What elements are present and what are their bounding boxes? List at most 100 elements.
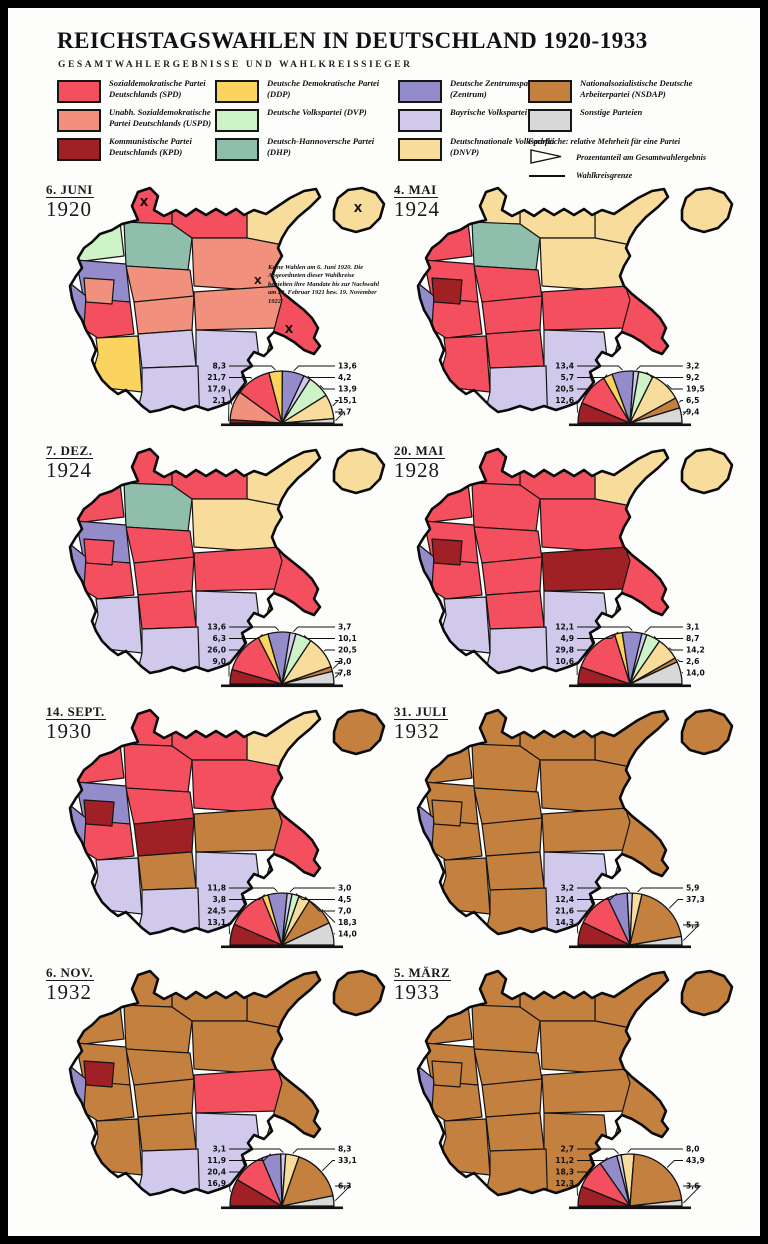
pie-value-other: 6,3	[338, 1182, 351, 1191]
district-sachsen	[193, 807, 287, 853]
legend-note-triangle: Prozentanteil am Gesamtwahlergebnis	[576, 153, 707, 162]
election-panel-1932-6: 31. JULI 1932 3,2 12,4 21,6 14,3 5,9 37,3 5,3	[390, 702, 754, 962]
legend-swatch-zentrum	[398, 80, 442, 103]
pie-value-dvp: 4,5	[338, 895, 351, 904]
district-franken	[485, 329, 545, 369]
pie-value-dvp: 8,7	[686, 634, 699, 643]
district-hannover	[471, 1004, 541, 1054]
district-thueringen	[133, 295, 195, 335]
pie-value-bvp: 3,1	[686, 623, 699, 632]
pie-segment-other	[629, 407, 683, 424]
legend-swatch-dhp	[215, 138, 259, 161]
panel-date-year: 1920	[46, 197, 92, 221]
pie-leader-line	[683, 1185, 702, 1204]
pie-value-zentrum: 11,2	[555, 1156, 574, 1165]
pie-value-ddp: 3,8	[213, 895, 226, 904]
pie-value-uspd: 17,9	[207, 385, 226, 394]
pie-leader-line	[229, 365, 276, 371]
pie-baseline	[569, 945, 691, 949]
district-brandenburg	[539, 498, 637, 554]
legend-swatch-bvp	[398, 109, 442, 132]
pie-segment-nsdap	[629, 1153, 683, 1207]
pie-value-zentrum: 13,4	[555, 362, 574, 371]
pie-leader-line	[332, 661, 342, 669]
panel-date: 6. NOV. 1932	[46, 965, 94, 1003]
district-ruhr	[83, 277, 115, 305]
pie-leader-line	[229, 1148, 284, 1153]
district-sachsen	[541, 1068, 635, 1114]
district-ruhr	[83, 1060, 115, 1088]
district-wuerttemberg	[93, 1118, 143, 1176]
legend-label-nsdap: Nationalsozialistische Deutsche Arbeiter…	[580, 78, 693, 99]
pie-leader-line	[576, 400, 578, 413]
pie-leader-line	[682, 411, 688, 416]
district-schleswig	[459, 188, 521, 225]
legend-swatch-spd	[57, 80, 101, 103]
panel-date: 7. DEZ. 1924	[46, 443, 94, 481]
district-brandenburg	[191, 1020, 289, 1076]
panel-date-year: 1928	[394, 458, 440, 482]
pie-value-nsdap: 37,3	[686, 895, 705, 904]
district-wuerttemberg	[93, 857, 143, 915]
pie-segment-other	[629, 1199, 683, 1207]
pie-leader-line	[577, 645, 594, 651]
district-thueringen	[133, 1078, 195, 1118]
legend-label-dvp: Deutsche Volkspartei (DVP)	[267, 107, 367, 117]
district-franken	[485, 851, 545, 891]
pie-leader-line	[333, 932, 336, 935]
election-panel-1932-7: 6. NOV. 1932 3,1 11,9 20,4 16,9 8,3 33,1 6,3	[42, 963, 406, 1223]
district-oberbayern	[133, 887, 201, 934]
pie-leader-line	[577, 374, 608, 378]
pie-value-nsdap: 43,9	[686, 1156, 705, 1165]
pie-segment-other	[281, 417, 335, 424]
pie-leader-line	[304, 896, 335, 912]
pie-leader-line	[229, 894, 266, 900]
legend-swatch-nsdap	[528, 80, 572, 103]
district-schleswig	[459, 449, 521, 486]
pie-leader-line	[229, 1165, 248, 1173]
pie-leader-line	[228, 400, 230, 422]
pie-leader-line	[319, 384, 335, 390]
pie-value-bvp: 3,2	[686, 362, 699, 371]
district-thueringen	[481, 817, 543, 857]
pie-value-kpd: 14,3	[555, 918, 574, 927]
pie-value-bvp: 3,2	[561, 884, 574, 893]
page-subtitle: GESAMTWAHLERGEBNISSE UND WAHLKREISSIEGER	[58, 60, 413, 70]
pie-value-dnvp: 8,3	[338, 1145, 351, 1154]
map-and-chart-svg: 13,4 5,7 20,5 12,6 3,2 9,2 19,5 6,5 9,4	[416, 186, 734, 427]
map-and-chart-svg: 2,7 11,2 18,3 12,3 8,0 43,9 3,6	[416, 969, 734, 1210]
district-schleswig	[111, 449, 173, 486]
district-schleswig	[459, 971, 521, 1008]
pie-value-ddp: 4,9	[561, 634, 574, 643]
district-brandenburg	[539, 759, 637, 815]
pie-value-bvp: 3,7	[338, 623, 351, 632]
east-prussia-outline	[332, 708, 386, 756]
district-hannover	[123, 1004, 193, 1054]
election-panel-1924-2: 4. MAI 1924 13,4 5,7 20,5 12,6 3,2 9,2 19,5 6,5 9,…	[390, 180, 754, 440]
germany-outline	[416, 708, 670, 936]
germany-outline	[68, 186, 322, 414]
pie-leader-line	[681, 671, 684, 674]
pie-leader-line	[229, 887, 278, 893]
map-and-chart-svg: 3,1 11,9 20,4 16,9 8,3 33,1 6,3	[68, 969, 386, 1210]
pie-value-nsdap: 18,3	[338, 918, 357, 927]
district-ruhr	[431, 799, 463, 827]
pie-value-dvp: 9,2	[686, 373, 699, 382]
panel-date: 20. MAI 1928	[394, 443, 445, 481]
legend-label-bvp: Bayrische Volkspartei (BVP)	[450, 107, 552, 117]
district-brandenburg	[539, 1020, 637, 1076]
legend-label-zentrum: Deutsche Zentrumspartei (Zentrum)	[450, 78, 540, 99]
pie-value-dnvp: 8,0	[686, 1145, 699, 1154]
legend-label-ddp: Deutsche Demokratische Partei (DDP)	[267, 78, 380, 99]
pie-leader-line	[682, 924, 700, 941]
pie-leader-line	[332, 400, 340, 407]
district-hannover	[471, 221, 541, 271]
pie-value-dnvp: 7,0	[338, 907, 351, 916]
legend-label-spd: Sozialdemokratische Partei Deutschlands …	[109, 78, 206, 99]
district-franken	[137, 590, 197, 630]
district-hannover	[471, 743, 541, 793]
pie-leader-line	[229, 626, 280, 631]
panel-date: 5. MÄRZ 1933	[394, 965, 452, 1003]
pie-leader-line	[577, 626, 633, 631]
pie-value-other: 5,3	[686, 921, 699, 930]
